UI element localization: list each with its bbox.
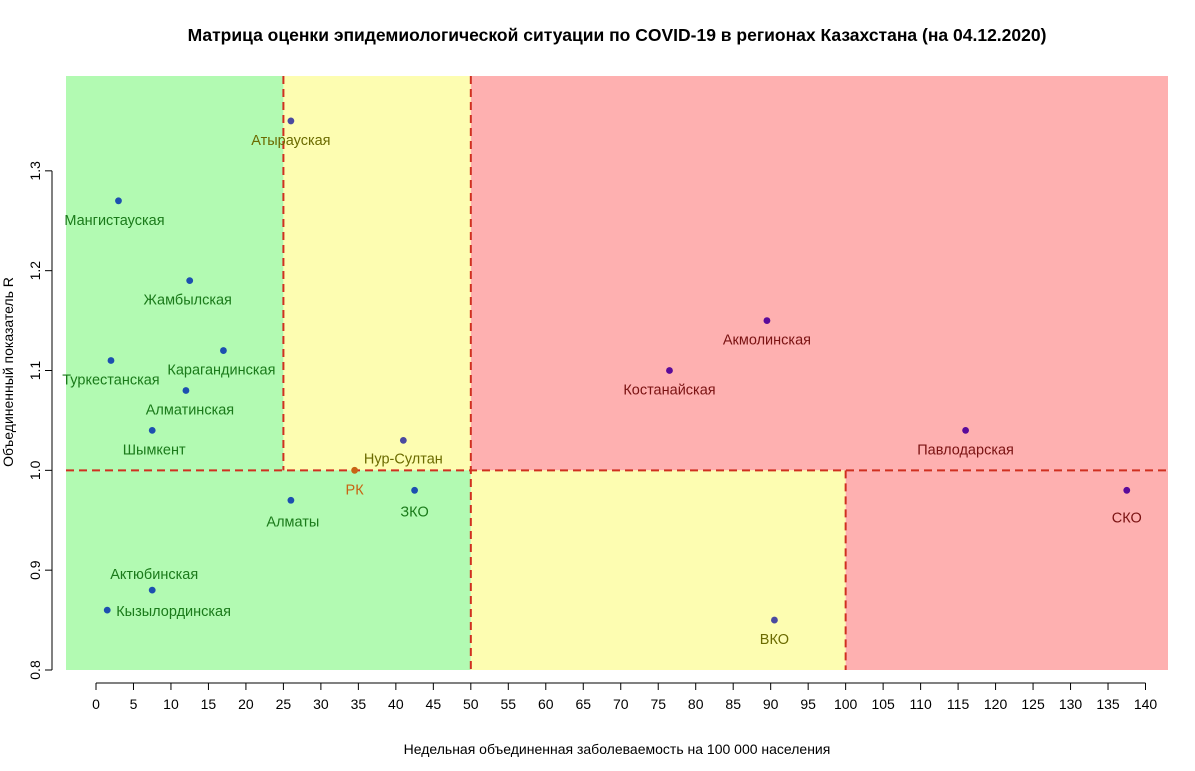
point-label: Костанайская bbox=[623, 383, 715, 399]
data-point bbox=[666, 367, 673, 374]
data-point bbox=[411, 486, 418, 494]
x-tick-label: 65 bbox=[575, 696, 591, 712]
data-point bbox=[182, 387, 190, 394]
x-tick-label: 0 bbox=[92, 696, 100, 712]
zone-2 bbox=[470, 76, 1169, 471]
data-point bbox=[1123, 486, 1131, 494]
y-tick-label: 0.8 bbox=[27, 660, 43, 680]
x-tick-label: 140 bbox=[1134, 696, 1158, 712]
axes: 0 5 10 15 20 25 30 35 40 45 50 55 60 65 70 75 80 85 90 95 10… bbox=[27, 161, 1157, 712]
zone-backgrounds bbox=[66, 76, 1169, 670]
threshold-lines bbox=[66, 76, 1168, 670]
point-labels: Атырауская Мангистауская Жамбылская Караган… bbox=[62, 133, 1142, 648]
chart-title: Матрица оценки эпидемиологической ситуац… bbox=[188, 25, 1047, 45]
data-point bbox=[763, 317, 771, 324]
x-axis-label: Недельная объединенная заболеваемость на… bbox=[404, 741, 831, 757]
point-label: ВКО bbox=[760, 632, 789, 648]
data-point bbox=[107, 357, 115, 364]
data-point bbox=[115, 197, 122, 205]
data-point bbox=[287, 117, 295, 125]
x-tick-label: 105 bbox=[871, 696, 895, 712]
data-point bbox=[771, 616, 778, 624]
point-label: Шымкент bbox=[123, 442, 186, 458]
y-tick-label: 1.3 bbox=[27, 161, 43, 181]
point-label: Алматы bbox=[266, 514, 319, 530]
x-tick-label: 40 bbox=[388, 696, 404, 712]
point-label: РК bbox=[346, 482, 365, 498]
zone-4 bbox=[470, 470, 846, 670]
point-label: ЗКО bbox=[400, 504, 428, 520]
zone-5 bbox=[845, 470, 1168, 670]
x-tick-label: 45 bbox=[426, 696, 442, 712]
data-point bbox=[148, 427, 156, 434]
x-tick-label: 110 bbox=[909, 696, 932, 712]
point-label: Акмолинская bbox=[723, 333, 811, 349]
x-tick-label: 130 bbox=[1059, 696, 1083, 712]
data-points bbox=[103, 117, 1131, 624]
y-tick-label: 0.9 bbox=[27, 560, 43, 580]
x-tick-label: 35 bbox=[351, 696, 367, 712]
zone-0 bbox=[66, 76, 284, 471]
x-tick-label: 90 bbox=[763, 696, 779, 712]
point-label: Нур-Султан bbox=[364, 451, 443, 467]
x-tick-label: 25 bbox=[276, 696, 292, 712]
point-label: Туркестанская bbox=[62, 373, 159, 389]
data-point bbox=[186, 277, 194, 285]
x-tick-label: 55 bbox=[501, 696, 517, 712]
point-label: СКО bbox=[1112, 510, 1142, 526]
point-label: Карагандинская bbox=[167, 363, 275, 379]
point-label: Павлодарская bbox=[917, 442, 1014, 458]
point-label: Атырауская bbox=[251, 133, 330, 149]
x-tick-label: 95 bbox=[800, 696, 816, 712]
y-tick-label: 1.1 bbox=[27, 361, 43, 381]
data-point bbox=[103, 606, 111, 614]
point-label: Актюбинская bbox=[110, 567, 198, 583]
zone-1 bbox=[283, 76, 471, 471]
x-tick-label: 10 bbox=[163, 696, 179, 712]
x-tick-label: 135 bbox=[1096, 696, 1120, 712]
data-point bbox=[148, 586, 156, 594]
x-tick-label: 5 bbox=[130, 696, 138, 712]
x-tick-label: 120 bbox=[984, 696, 1008, 712]
zone-3 bbox=[66, 470, 471, 670]
data-point bbox=[351, 466, 359, 474]
x-tick-label: 20 bbox=[238, 696, 254, 712]
x-tick-label: 115 bbox=[947, 696, 970, 712]
x-tick-label: 50 bbox=[463, 696, 479, 712]
y-axis-label: Объединенный показатель R bbox=[0, 277, 16, 467]
x-tick-label: 125 bbox=[1021, 696, 1045, 712]
data-point bbox=[399, 436, 407, 444]
data-point bbox=[287, 496, 295, 504]
x-tick-label: 75 bbox=[650, 696, 666, 712]
x-tick-label: 30 bbox=[313, 696, 329, 712]
x-tick-label: 70 bbox=[613, 696, 629, 712]
x-tick-label: 15 bbox=[201, 696, 217, 712]
x-tick-label: 60 bbox=[538, 696, 554, 712]
x-tick-label: 100 bbox=[834, 696, 858, 712]
y-tick-label: 1.2 bbox=[27, 261, 43, 281]
point-label: Алматинская bbox=[146, 402, 234, 418]
data-point bbox=[962, 427, 969, 434]
data-point bbox=[220, 347, 227, 354]
point-label: Жамбылская bbox=[143, 293, 231, 309]
x-tick-label: 80 bbox=[688, 696, 704, 712]
point-label: Кызылординская bbox=[116, 604, 231, 620]
x-tick-label: 85 bbox=[725, 696, 741, 712]
point-label: Мангистауская bbox=[64, 213, 164, 229]
y-tick-label: 1.0 bbox=[27, 460, 43, 480]
